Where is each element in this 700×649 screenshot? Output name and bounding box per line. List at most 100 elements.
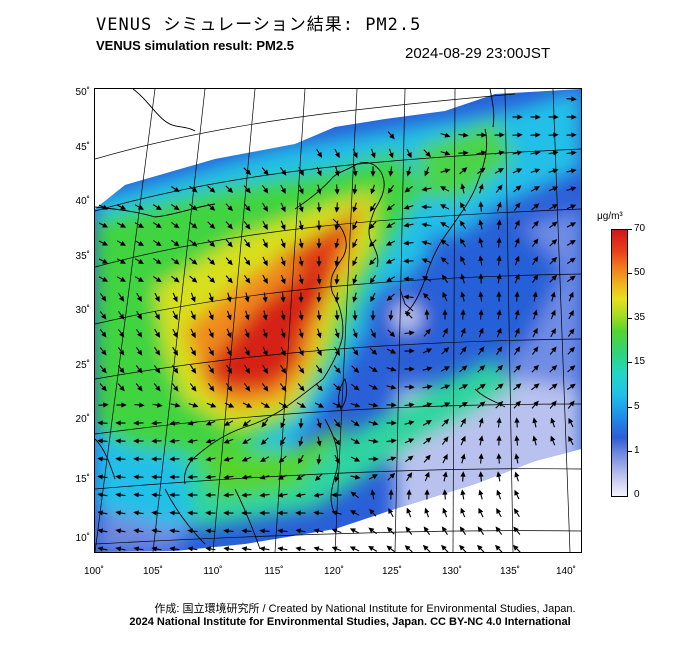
wind-arrow-head (409, 366, 415, 372)
wind-arrow-head (263, 169, 269, 176)
wind-arrow-head (334, 207, 340, 213)
wind-arrow-head (191, 205, 198, 211)
wind-arrow-head (496, 237, 502, 243)
wind-arrow-head (223, 474, 230, 480)
wind-arrow-head (569, 328, 575, 335)
wind-arrow-head (514, 291, 520, 297)
wind-arrow-head (571, 132, 577, 138)
wind-arrow-head (316, 225, 322, 231)
wind-arrow-head (316, 422, 322, 429)
wind-arrow-head (460, 471, 466, 477)
wind-arrow-head (463, 150, 469, 156)
wind-arrow-head (370, 296, 376, 303)
wind-arrow-head (223, 438, 230, 444)
wind-arrow-head (102, 258, 109, 264)
wind-arrow-head (514, 237, 520, 244)
wind-arrow-head (316, 151, 323, 158)
wind-arrow-head (425, 328, 431, 335)
wind-arrow-head (313, 510, 319, 516)
wind-arrow-head (497, 184, 503, 191)
wind-arrow-head (155, 385, 161, 392)
wind-arrow-head (389, 331, 396, 338)
wind-arrow-head (350, 491, 357, 497)
wind-arrow-head (479, 167, 486, 173)
wind-arrow-head (120, 222, 127, 228)
colorbar-unit: μg/m³ (597, 211, 623, 222)
wind-arrow-head (154, 296, 160, 303)
wind-arrow-head (245, 223, 251, 230)
wind-arrow-head (551, 365, 558, 371)
wind-arrow-head (440, 204, 447, 210)
wind-arrow-head (352, 315, 358, 321)
wind-arrow-head (533, 274, 539, 281)
wind-arrow-head (352, 242, 358, 249)
wind-arrow-head (187, 510, 193, 516)
wind-arrow-head (224, 420, 231, 426)
wind-arrow-head (335, 439, 341, 446)
wind-arrow-head (477, 526, 483, 533)
wind-arrow-head (534, 150, 541, 156)
wind-arrow-head (277, 492, 284, 498)
wind-arrow-head (173, 241, 180, 247)
wind-arrow-head (514, 453, 520, 460)
wind-arrow-head (97, 510, 104, 516)
wind-arrow-head (441, 544, 447, 551)
wind-arrow-head (241, 546, 248, 552)
wind-arrow-head (461, 401, 468, 408)
wind-arrow-head (155, 222, 162, 229)
wind-arrow-head (391, 420, 397, 426)
wind-arrow-head (298, 224, 304, 231)
wind-arrow-head (119, 240, 126, 246)
wind-arrow-head (352, 296, 358, 303)
wind-arrow-head (262, 296, 268, 303)
wind-arrow-head (372, 420, 379, 426)
wind-arrow-head (478, 183, 484, 190)
wind-arrow-head (391, 438, 397, 444)
wind-arrow-head (187, 546, 194, 552)
wind-arrow-head (226, 332, 232, 339)
wind-arrow-head (440, 186, 447, 192)
wind-arrow-head (226, 296, 232, 303)
wind-arrow-head (515, 346, 521, 353)
wind-arrow-head (424, 489, 430, 495)
wind-arrow-head (262, 223, 268, 230)
page-title: VENUS シミュレーション結果: PM2.5 (96, 15, 422, 35)
wind-arrow-head (533, 400, 539, 407)
wind-arrow-head (514, 471, 520, 478)
wind-arrow-head (244, 350, 250, 357)
wind-arrow-head (498, 168, 504, 174)
wind-arrow-head (97, 456, 103, 462)
wind-arrow-head (245, 241, 251, 248)
lon-label-135: 135˚ (499, 566, 520, 577)
wind-arrow-head (514, 255, 520, 262)
wind-arrow-head (191, 223, 198, 229)
wind-arrow-head (571, 150, 577, 156)
wind-arrow-head (515, 185, 522, 191)
wind-arrow-head (421, 186, 428, 192)
lon-label-115: 115˚ (264, 566, 284, 577)
colorbar-label-35: 35 (634, 312, 646, 323)
wind-arrow-head (334, 476, 340, 483)
wind-arrow-head (245, 385, 251, 392)
wind-arrow-head (331, 510, 338, 516)
wind-arrow-head (460, 255, 466, 262)
wind-arrow-head (334, 170, 340, 177)
wind-arrow-head (119, 313, 125, 320)
wind-arrow-head (169, 510, 175, 516)
colorbar-label-5: 5 (634, 401, 640, 412)
wind-arrow-head (443, 418, 449, 425)
wind-arrow-head (372, 402, 379, 408)
wind-arrow-head (205, 510, 211, 516)
wind-arrow-head (403, 276, 409, 282)
wind-arrow-head (136, 295, 142, 302)
wind-arrow-head (192, 402, 199, 408)
wind-arrow-head (154, 331, 161, 338)
wind-arrow-head (97, 438, 103, 444)
wind-arrow-head (298, 242, 304, 249)
wind-arrow-head (517, 132, 523, 138)
wind-arrow-head (353, 438, 360, 444)
wind-arrow-head (495, 526, 501, 533)
wind-arrow-head (246, 402, 253, 408)
wind-arrow-head (349, 546, 356, 552)
wind-arrow-head (118, 295, 125, 302)
